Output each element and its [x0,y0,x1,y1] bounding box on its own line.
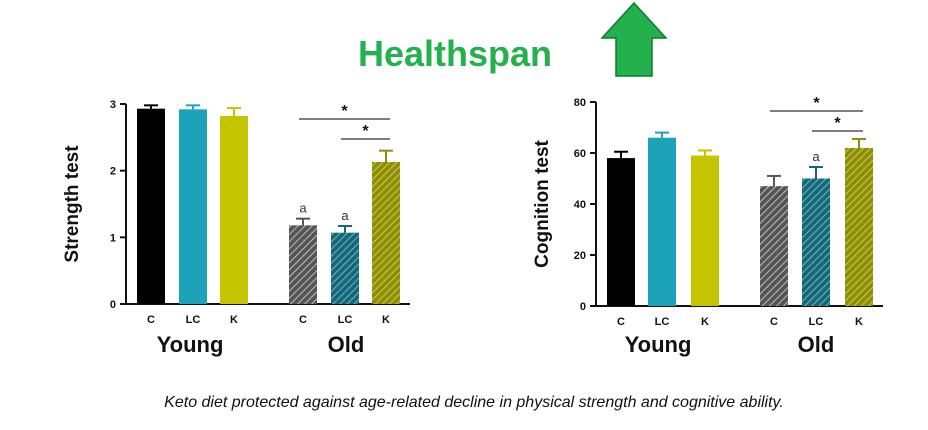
strength-chart: 0 1 2 3 Strength test C LC K Ca LC a K Young Old * * [62,99,410,357]
category-label: K [855,316,863,328]
category-label: K [382,314,390,326]
cognition-chart: 0 20 40 60 80 Cognition test C LC K C LC a K Young Old… [532,95,883,357]
bar-old-c [289,225,317,304]
category-label: K [701,316,709,328]
y-axis-label: Cognition test [532,139,553,267]
y-tick-label: 20 [574,250,586,262]
category-label: C [617,316,625,328]
significance-star: * [834,115,841,132]
category-label: K [230,314,238,326]
category-label: C [147,314,155,326]
bar-young-c [137,108,165,305]
bar-old-lc [331,232,359,304]
y-tick-label: 60 [574,148,586,160]
bar-annotation: a [299,201,307,216]
bar-old-k [845,147,873,306]
y-tick-label: 0 [580,301,586,313]
bar-old-lc [802,178,830,306]
bar-old-k [372,162,400,304]
bar-annotation: a [341,208,349,223]
group-label-young: Young [157,332,224,357]
up-arrow-icon [600,1,668,77]
category-label: LC [338,314,353,326]
y-tick-label: 80 [574,97,586,109]
bar-annotation: a [812,149,820,164]
significance-star: * [362,123,369,140]
group-label-old: Old [328,332,365,357]
bar-young-c [607,158,635,306]
bar-young-lc [179,109,207,304]
category-label: LC [809,316,824,328]
bar-young-k [691,155,719,306]
category-label: C [770,316,778,328]
category-label: C [299,314,307,326]
significance-star: * [341,103,348,120]
group-label-old: Old [798,332,835,357]
group-label-young: Young [625,332,692,357]
category-label: LC [186,314,201,326]
y-tick-label: 0 [110,299,116,311]
healthspan-title: Healthspan [358,33,552,74]
figure-caption: Keto diet protected against age-related … [164,394,784,411]
category-label: LC [655,316,670,328]
y-axis-label: Strength test [62,145,83,263]
y-tick-label: 40 [574,199,586,211]
y-tick-label: 3 [110,99,116,111]
y-tick-label: 1 [110,232,116,244]
bar-old-c [760,186,788,306]
bar-young-lc [648,137,676,306]
significance-star: * [813,95,820,112]
y-tick-label: 2 [110,166,116,178]
bar-young-k [220,116,248,304]
